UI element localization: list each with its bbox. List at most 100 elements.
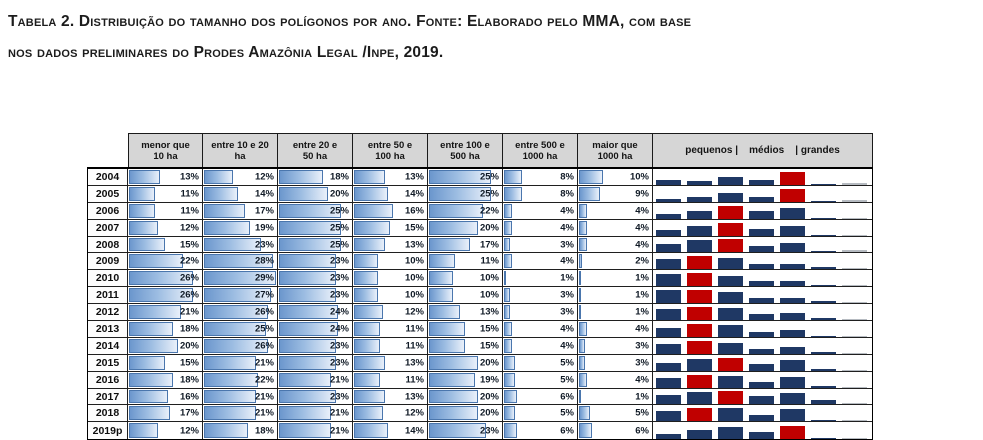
spark-bar bbox=[687, 196, 712, 202]
spark-bar bbox=[749, 179, 774, 185]
percent-label: 2% bbox=[635, 255, 649, 267]
spark-bar bbox=[749, 331, 774, 337]
spark-bar bbox=[749, 196, 774, 202]
table-row: 2011 26% 27% 23% 10% 10% 3% 1% bbox=[88, 287, 872, 305]
percent-label: 15% bbox=[179, 239, 199, 250]
spark-bar-max bbox=[687, 340, 712, 354]
column-header-line2: 500 ha bbox=[450, 150, 480, 162]
sparkline-cell bbox=[653, 422, 870, 440]
percent-label: 25% bbox=[479, 171, 499, 183]
year-cell: 2005 bbox=[88, 185, 128, 202]
sparkline-cell bbox=[653, 169, 870, 185]
percent-label: 5% bbox=[560, 374, 574, 386]
databar bbox=[354, 338, 381, 353]
databar bbox=[279, 186, 329, 201]
spark-bar bbox=[656, 179, 681, 185]
databar bbox=[429, 322, 466, 336]
value-cell: 18% bbox=[278, 169, 353, 185]
spark-bar-max bbox=[687, 273, 712, 287]
value-cell: 25% bbox=[278, 219, 353, 236]
column-header-line2: 1000 ha bbox=[522, 150, 558, 162]
percent-label: 21% bbox=[254, 391, 274, 403]
sparkline-cell bbox=[653, 185, 870, 202]
sparkline-cell bbox=[653, 405, 870, 422]
percent-label: 27% bbox=[254, 289, 274, 301]
percent-label: 6% bbox=[635, 425, 649, 437]
column-header-line1: entre 500 e bbox=[515, 139, 565, 151]
percent-label: 24% bbox=[329, 323, 349, 335]
databar bbox=[204, 355, 256, 370]
value-cell: 25% bbox=[428, 169, 503, 185]
spark-bar bbox=[749, 298, 774, 304]
percent-label: 15% bbox=[479, 323, 499, 335]
value-cell: 19% bbox=[203, 219, 278, 236]
databar bbox=[354, 220, 391, 235]
value-cell: 23% bbox=[203, 236, 278, 253]
databar bbox=[504, 203, 513, 218]
databar bbox=[504, 338, 513, 353]
percent-label: 4% bbox=[635, 222, 649, 234]
column-header: entre 100 e 500 ha bbox=[428, 133, 503, 167]
percent-label: 26% bbox=[179, 272, 199, 284]
spark-bar bbox=[687, 392, 712, 405]
databar bbox=[579, 203, 588, 218]
table-row: 2010 26% 29% 23% 10% 10% 1% 1% bbox=[88, 270, 872, 288]
databar bbox=[354, 203, 393, 218]
spark-bar bbox=[842, 234, 867, 236]
sparkline-cell bbox=[653, 236, 870, 253]
percent-label: 13% bbox=[179, 171, 199, 183]
spark-bar bbox=[656, 259, 681, 270]
column-header-line2: 50 ha bbox=[302, 150, 328, 162]
percent-label: 24% bbox=[329, 306, 349, 318]
spark-bar bbox=[718, 308, 743, 321]
percent-label: 21% bbox=[329, 374, 349, 386]
spark-bar bbox=[842, 369, 867, 371]
percent-label: 17% bbox=[254, 205, 274, 217]
percent-label: 29% bbox=[254, 272, 274, 284]
databar bbox=[579, 186, 600, 201]
percent-label: 1% bbox=[635, 272, 649, 284]
value-cell: 19% bbox=[428, 371, 503, 388]
percent-label: 23% bbox=[329, 289, 349, 301]
column-header-line1: entre 50 e bbox=[367, 139, 413, 151]
databar bbox=[204, 322, 266, 336]
spark-bar bbox=[780, 329, 805, 337]
percent-label: 13% bbox=[404, 171, 424, 183]
databar bbox=[504, 406, 515, 421]
column-header: entre 20 e 50 ha bbox=[278, 133, 353, 167]
percent-label: 26% bbox=[254, 340, 274, 352]
percent-label: 4% bbox=[560, 205, 574, 217]
percent-label: 13% bbox=[404, 239, 424, 250]
percent-label: 6% bbox=[560, 391, 574, 403]
percent-label: 23% bbox=[329, 357, 349, 369]
value-cell: 23% bbox=[278, 337, 353, 354]
spark-bar bbox=[656, 377, 681, 388]
percent-label: 8% bbox=[560, 188, 574, 200]
column-header-line2: 100 ha bbox=[375, 150, 405, 162]
databar bbox=[354, 186, 388, 201]
year-cell: 2015 bbox=[88, 354, 128, 371]
spark-bar bbox=[687, 358, 712, 371]
value-cell: 1% bbox=[578, 304, 653, 321]
databar bbox=[504, 355, 515, 370]
value-cell: 18% bbox=[128, 321, 203, 337]
value-cell: 11% bbox=[128, 185, 203, 202]
percent-label: 21% bbox=[329, 425, 349, 437]
value-cell: 24% bbox=[278, 304, 353, 321]
column-header-line1: maior que bbox=[592, 139, 638, 151]
percent-label: 26% bbox=[254, 306, 274, 318]
value-cell: 17% bbox=[203, 202, 278, 219]
percent-label: 22% bbox=[254, 374, 274, 386]
spark-bar bbox=[718, 342, 743, 354]
spark-bar bbox=[656, 198, 681, 202]
spark-bar bbox=[749, 348, 774, 354]
year-cell: 2012 bbox=[88, 304, 128, 321]
spark-bar bbox=[749, 363, 774, 371]
column-header-line2: 10 ha bbox=[153, 150, 178, 162]
value-cell: 8% bbox=[503, 169, 578, 185]
percent-label: 4% bbox=[560, 323, 574, 335]
databar bbox=[279, 271, 336, 286]
sparkline-cell bbox=[653, 337, 870, 354]
databar bbox=[279, 170, 323, 184]
table-row: 2012 21% 26% 24% 12% 13% 3% 1% bbox=[88, 304, 872, 322]
